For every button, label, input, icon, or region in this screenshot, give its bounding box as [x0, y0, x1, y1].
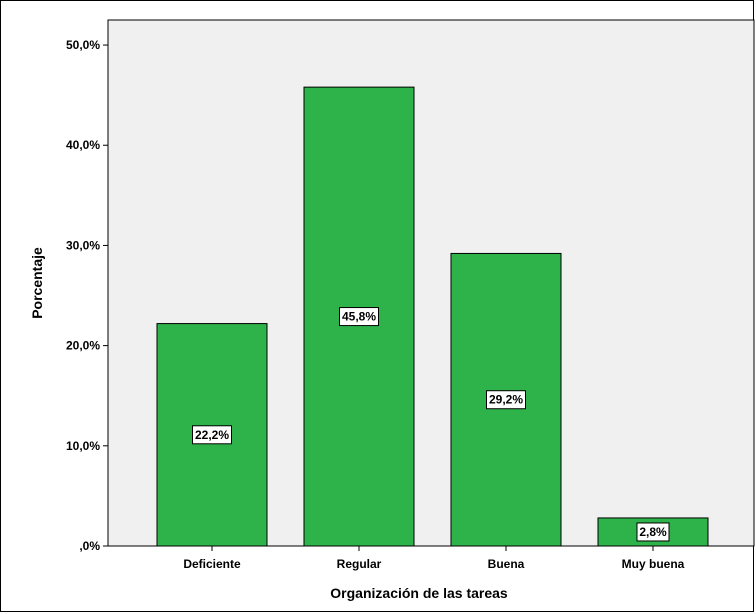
y-axis: ,0% 10,0% 20,0% 30,0% 40,0% 50,0%	[66, 38, 108, 553]
x-axis: Deficiente Regular Buena Muy buena	[183, 546, 685, 571]
y-tick-label: 10,0%	[66, 439, 100, 453]
y-tick-label: 30,0%	[66, 238, 100, 252]
x-tick-label: Buena	[488, 557, 525, 571]
x-tick-label: Deficiente	[183, 557, 241, 571]
data-label: 45,8%	[342, 310, 376, 324]
data-label-box	[339, 307, 379, 327]
x-tick-label: Muy buena	[622, 557, 685, 571]
data-label-box	[192, 425, 232, 445]
bars-group: 22,2% 45,8% 29,2% 2,8%	[156, 86, 709, 547]
x-axis-title: Organización de las tareas	[330, 585, 508, 601]
x-tick-label: Regular	[337, 557, 382, 571]
data-label-box	[636, 522, 670, 542]
y-tick-label: 40,0%	[66, 138, 100, 152]
y-tick-label: ,0%	[79, 539, 100, 553]
data-label: 22,2%	[195, 428, 229, 442]
y-tick-label: 20,0%	[66, 339, 100, 353]
data-label: 29,2%	[489, 393, 523, 407]
y-tick-label: 50,0%	[66, 38, 100, 52]
data-label: 2,8%	[639, 525, 667, 539]
data-label-box	[486, 390, 526, 410]
y-axis-title: Porcentaje	[29, 247, 45, 319]
